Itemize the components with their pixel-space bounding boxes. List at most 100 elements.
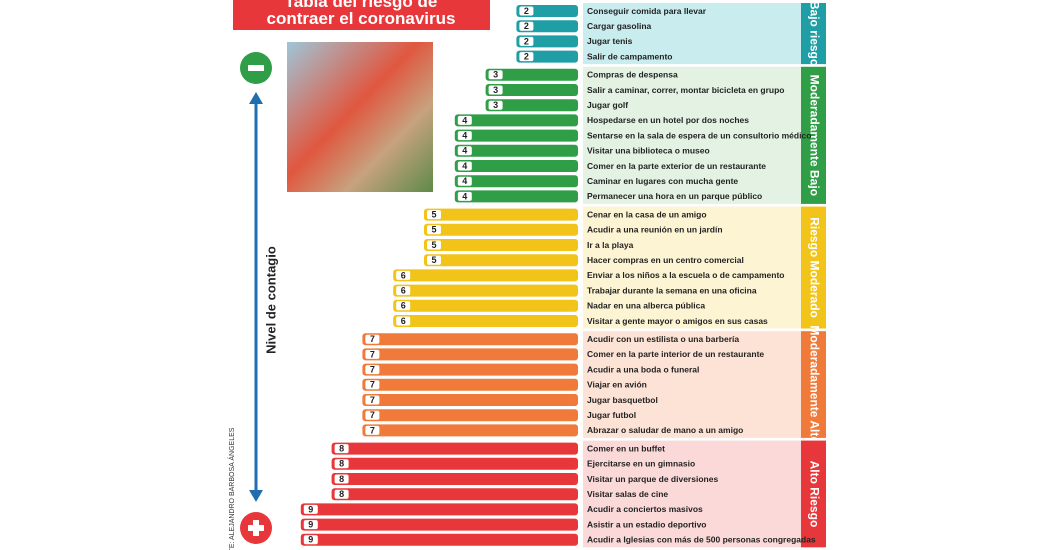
badge	[519, 52, 534, 62]
badge	[303, 535, 318, 545]
activity-label: Cenar en la casa de un amigo	[587, 209, 707, 219]
badge	[427, 210, 441, 220]
section-background	[583, 206, 826, 329]
badge	[365, 334, 380, 344]
section-label-box	[801, 66, 826, 204]
value-label: 3	[493, 70, 498, 80]
value-label: 4	[462, 191, 467, 201]
activity-label: Ejercitarse en un gimnasio	[587, 459, 695, 469]
section-label: Alto Riesgo	[807, 461, 821, 528]
activity-label: Hospedarse en un hotel por dos noches	[587, 115, 749, 125]
bar	[331, 442, 578, 455]
value-label: 7	[370, 349, 375, 359]
value-label: 9	[308, 519, 313, 529]
activity-label: Nadar en una alberca pública	[587, 301, 705, 311]
value-label: 6	[401, 301, 406, 311]
badge	[365, 380, 380, 390]
section-label: Moderadamente Bajo	[807, 75, 821, 196]
badge	[334, 489, 349, 499]
value-label: 4	[462, 146, 467, 156]
minus-sign	[248, 65, 264, 71]
bar	[393, 284, 578, 297]
badge	[457, 176, 472, 186]
badge	[365, 365, 380, 375]
bar	[393, 269, 578, 282]
section-label-box	[801, 440, 826, 548]
value-label: 2	[524, 36, 529, 46]
arrow-head	[249, 92, 263, 104]
value-label: 8	[339, 489, 344, 499]
activity-label: Visitar a gente mayor o amigos en sus ca…	[587, 316, 768, 326]
section-label: Moderadamente Alto	[807, 325, 821, 443]
bar	[454, 160, 578, 172]
badge	[488, 100, 503, 110]
bar	[362, 363, 578, 376]
value-label: 7	[370, 410, 375, 420]
activity-label: Comer en un buffet	[587, 443, 665, 453]
badge	[365, 349, 380, 359]
value-label: 8	[339, 474, 344, 484]
value-label: 9	[308, 535, 313, 545]
badge	[427, 225, 441, 235]
value-label: 2	[524, 6, 529, 16]
activity-label: Jugar basquetbol	[587, 395, 658, 405]
activity-label: Jugar tenis	[587, 36, 633, 46]
section-background	[583, 440, 826, 548]
activity-label: Abrazar o saludar de mano a un amigo	[587, 425, 743, 435]
value-label: 7	[370, 380, 375, 390]
section-background	[583, 3, 826, 65]
section-label-box	[801, 331, 826, 438]
badge	[303, 504, 318, 514]
activity-label: Asistir a un estadio deportivo	[587, 519, 707, 529]
activity-label: Jugar futbol	[587, 410, 636, 420]
badge	[365, 395, 380, 405]
bar	[300, 518, 578, 531]
value-label: 7	[370, 395, 375, 405]
activity-label: Visitar salas de cine	[587, 489, 668, 499]
badge	[427, 255, 441, 265]
activity-label: Permanecer una hora en un parque público	[587, 191, 762, 201]
activity-label: Acudir a una reunión en un jardín	[587, 225, 723, 235]
activity-label: Trabajar durante la semana en una oficin…	[587, 285, 757, 295]
badge	[457, 191, 472, 201]
activity-label: Compras de despensa	[587, 70, 678, 80]
value-label: 4	[462, 161, 467, 171]
bar	[485, 84, 578, 96]
section-label-box	[801, 206, 826, 329]
badge	[488, 70, 503, 80]
badge	[396, 270, 411, 280]
badge	[303, 520, 318, 530]
value-label: 8	[339, 443, 344, 453]
value-label: 7	[370, 364, 375, 374]
bar	[331, 488, 578, 501]
section-label: Bajo riesgo	[807, 1, 821, 66]
badge	[427, 240, 441, 250]
value-label: 9	[308, 504, 313, 514]
value-label: 3	[493, 85, 498, 95]
activity-label: Acudir a Iglesias con más de 500 persona…	[587, 535, 816, 545]
activity-label: Cargar gasolina	[587, 21, 652, 31]
activity-label: Hacer compras en un centro comercial	[587, 255, 744, 265]
bar	[454, 114, 578, 127]
badge	[365, 410, 380, 420]
value-label: 4	[462, 130, 467, 140]
value-label: 7	[370, 334, 375, 344]
badge	[457, 131, 472, 141]
bar-chart: Bajo riesgo 2 Conseguir comida para llevar…	[300, 1, 826, 548]
activity-label: Sentarse en la sala de espera de un cons…	[587, 130, 811, 140]
bar	[331, 457, 578, 470]
bar	[393, 315, 578, 327]
activity-label: Comer en la parte exterior de un restaur…	[587, 161, 766, 171]
value-label: 3	[493, 100, 498, 110]
value-label: 8	[339, 459, 344, 469]
value-label: 6	[401, 270, 406, 280]
bar	[424, 239, 578, 251]
badge	[457, 115, 472, 125]
plus-sign	[253, 520, 259, 536]
bar	[424, 254, 578, 267]
value-label: 5	[431, 255, 436, 265]
bar	[485, 99, 578, 112]
value-label: 2	[524, 21, 529, 31]
activity-label: Enviar a los niños a la escuela o de cam…	[587, 270, 784, 280]
